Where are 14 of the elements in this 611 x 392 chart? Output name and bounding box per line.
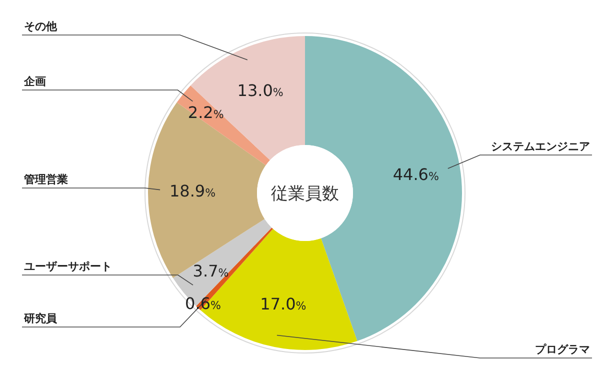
data-label: 44.6% — [392, 165, 439, 184]
slice-label: システムエンジニア — [491, 140, 590, 153]
slice-label: 管理営業 — [23, 173, 68, 186]
data-label: 18.9% — [169, 182, 216, 201]
slice-label: プログラマ — [535, 343, 590, 356]
slice-label: 研究員 — [23, 312, 58, 325]
slice-label: ユーザーサポート — [24, 260, 112, 273]
data-label: 13.0% — [237, 80, 284, 100]
slice-label: 企画 — [23, 75, 46, 88]
data-label: 2.2% — [188, 103, 224, 122]
data-label: 17.0% — [260, 294, 306, 314]
text: 従業員数 — [271, 184, 339, 204]
data-label: 3.7% — [192, 261, 229, 280]
slice-label: その他 — [24, 20, 58, 33]
